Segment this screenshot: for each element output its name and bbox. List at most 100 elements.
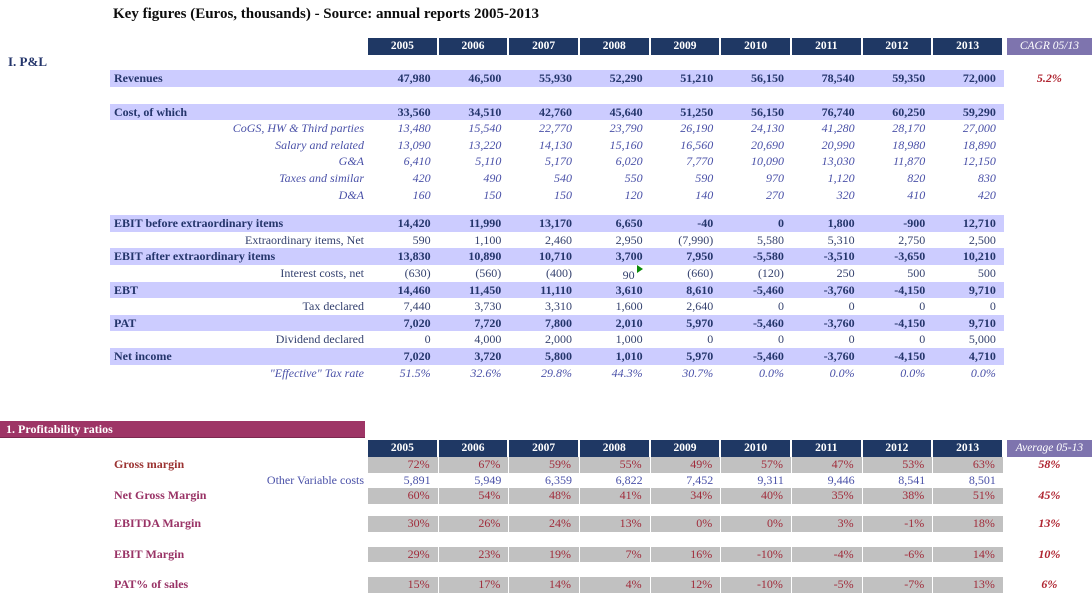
cell[interactable]: 34,510	[438, 103, 510, 121]
cell[interactable]: (660)	[687, 265, 714, 280]
cell[interactable]: 45,640	[579, 103, 651, 121]
summary-cell[interactable]	[1007, 153, 1092, 170]
cell[interactable]: 12,150	[962, 154, 996, 169]
cell[interactable]: 35%	[791, 488, 863, 505]
summary-cell[interactable]	[1007, 104, 1092, 121]
cell[interactable]: 0.0%	[900, 365, 926, 380]
cell[interactable]: -900	[862, 215, 934, 232]
summary-cell[interactable]	[1007, 315, 1092, 332]
summary-cell[interactable]: 5.2%	[1036, 71, 1062, 85]
row-label[interactable]: Interest costs, net	[280, 265, 364, 280]
cell[interactable]: 30.7%	[682, 365, 714, 380]
cell[interactable]: 10,710	[509, 248, 580, 265]
row-label[interactable]: CoGS, HW & Third parties	[232, 121, 364, 136]
cell[interactable]: 78,540	[791, 70, 863, 87]
cell[interactable]: 41%	[579, 488, 651, 505]
row-label[interactable]: "Effective" Tax rate	[269, 365, 364, 380]
cell[interactable]: 59,350	[862, 70, 934, 87]
summary-cell[interactable]	[1007, 187, 1092, 204]
col-header-2009[interactable]: 2009	[650, 440, 722, 457]
cell[interactable]: 55,930	[509, 70, 580, 87]
row-label[interactable]: Salary and related	[275, 137, 364, 152]
row-label[interactable]: Revenues	[110, 70, 368, 87]
cell[interactable]: 76,740	[791, 103, 863, 121]
cell[interactable]: 500	[977, 265, 996, 280]
cell[interactable]: -5,580	[721, 248, 792, 265]
cell[interactable]: 13,220	[468, 137, 502, 152]
cell[interactable]: 830	[977, 170, 996, 185]
cell[interactable]: 16%	[650, 546, 722, 563]
cell[interactable]: 49%	[650, 457, 722, 473]
cell[interactable]: 5,580	[756, 232, 784, 247]
summary-cell[interactable]	[1007, 365, 1092, 382]
summary-cell[interactable]	[1007, 348, 1092, 365]
cell[interactable]: 0.0%	[970, 365, 996, 380]
cell[interactable]: 32.6%	[470, 365, 502, 380]
cell[interactable]: 1,010	[579, 347, 651, 365]
cell[interactable]: 22,770	[538, 121, 572, 136]
cell[interactable]: 1,800	[791, 215, 863, 232]
cell[interactable]: 13,090	[397, 137, 431, 152]
summary-cell[interactable]: 10%	[1038, 546, 1061, 561]
cell[interactable]: 13%	[579, 516, 651, 532]
col-header-2013[interactable]: 2013	[933, 440, 1004, 457]
cell[interactable]: 10,210	[933, 248, 1004, 265]
cell[interactable]: 23%	[438, 546, 510, 563]
cell[interactable]: 24%	[509, 516, 580, 532]
cell[interactable]: 410	[907, 187, 926, 202]
cell[interactable]: 52,290	[579, 70, 651, 87]
cell[interactable]: 5,891	[403, 472, 431, 487]
cell[interactable]: -5,460	[721, 347, 792, 365]
cell[interactable]: 6,359	[544, 472, 572, 487]
summary-cell[interactable]	[1007, 137, 1092, 154]
cell[interactable]: 590	[412, 232, 431, 247]
cell[interactable]: 0	[989, 299, 996, 314]
cell[interactable]: 2,950	[615, 232, 643, 247]
cell[interactable]: 40%	[721, 488, 792, 505]
cell[interactable]: 29.8%	[540, 365, 572, 380]
cell[interactable]: 0.0%	[758, 365, 784, 380]
cell[interactable]: 7,800	[509, 314, 580, 332]
cell[interactable]: 120	[624, 187, 643, 202]
cell[interactable]: 490	[483, 170, 502, 185]
cell[interactable]: 47%	[791, 457, 863, 473]
summary-cell[interactable]	[1007, 170, 1092, 187]
cell[interactable]: 0.0%	[829, 365, 855, 380]
cell[interactable]: 10,890	[438, 248, 510, 265]
cell[interactable]: (630)	[404, 265, 431, 280]
cell[interactable]: 7,720	[438, 314, 510, 332]
cell[interactable]: 90	[580, 264, 651, 282]
cell[interactable]: 150	[483, 187, 502, 202]
cell[interactable]: -10%	[721, 577, 792, 594]
cell[interactable]: 820	[907, 170, 926, 185]
cell[interactable]: 56,150	[721, 103, 792, 121]
cell[interactable]: 11,110	[509, 281, 580, 299]
cell[interactable]: 2,640	[686, 299, 714, 314]
row-label[interactable]: Net income	[110, 347, 368, 365]
cell[interactable]: 48%	[509, 488, 580, 505]
cell[interactable]: 20,990	[821, 137, 855, 152]
col-header-2006[interactable]: 2006	[438, 440, 510, 457]
cell[interactable]: 6,650	[579, 215, 651, 232]
cell[interactable]: -4,150	[862, 314, 934, 332]
cell[interactable]: 140	[695, 187, 714, 202]
cell[interactable]: 13,830	[368, 248, 439, 265]
cell[interactable]: 29%	[368, 546, 439, 563]
cell[interactable]: 1,100	[474, 232, 502, 247]
cell[interactable]: 1,120	[827, 170, 855, 185]
cell[interactable]: -4,150	[862, 281, 934, 299]
cell[interactable]: -3,760	[791, 314, 863, 332]
cell[interactable]: 1,600	[615, 299, 643, 314]
cell[interactable]: 5,949	[474, 472, 502, 487]
cell[interactable]: 7,770	[686, 154, 714, 169]
row-label[interactable]: D&A	[338, 187, 364, 202]
cell[interactable]: 13,170	[509, 215, 580, 232]
cell[interactable]: 0	[848, 299, 855, 314]
cell[interactable]: 11,450	[438, 281, 510, 299]
cell[interactable]: 7,452	[686, 472, 714, 487]
row-label[interactable]: Tax declared	[302, 299, 364, 314]
col-header-2011[interactable]: 2011	[791, 38, 863, 55]
cell[interactable]: -1%	[862, 516, 934, 532]
cell[interactable]: 33,560	[368, 103, 439, 121]
cell[interactable]: 8,501	[968, 472, 996, 487]
